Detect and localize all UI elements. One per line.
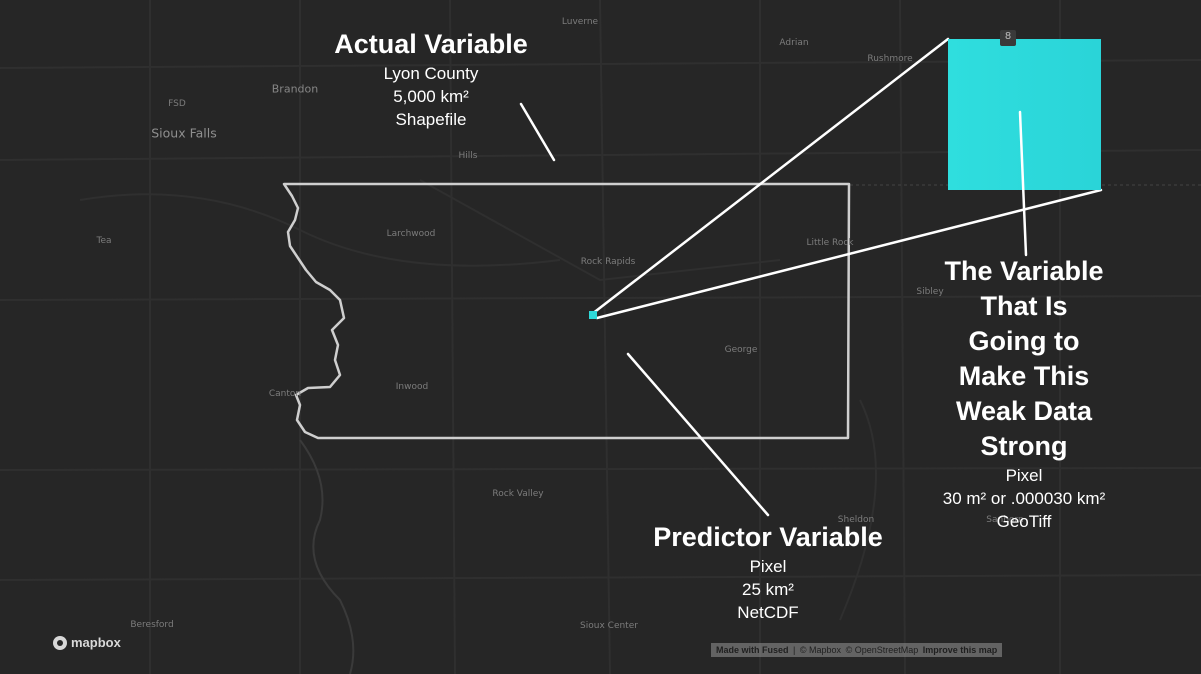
place-label-sibley: Sibley <box>916 287 944 297</box>
place-label-george: George <box>724 345 758 355</box>
zoom-line-top <box>590 37 950 316</box>
actual-variable-format: Shapefile <box>395 110 467 129</box>
predictor-variable-format: NetCDF <box>737 603 799 622</box>
mapbox-logo-text: mapbox <box>71 635 121 650</box>
place-label-rock-rapids: Rock Rapids <box>580 257 636 267</box>
predictor-callout-line <box>626 352 770 517</box>
callout-lines <box>519 37 1103 517</box>
place-label-little-rock: Little Rock <box>806 238 854 248</box>
place-label-sheldon: Sheldon <box>837 515 875 525</box>
actual-variable-title: Actual Variable <box>334 29 528 59</box>
attribution-separator: | <box>793 645 796 655</box>
place-label-beresford: Beresford <box>130 620 174 630</box>
actual-callout-line <box>519 102 556 162</box>
place-label-hills: Hills <box>458 151 478 161</box>
actual-variable-area: 5,000 km² <box>393 87 469 106</box>
fine-variable-title-line2: Going to Make This <box>958 326 1090 391</box>
actual-variable-name: Lyon County <box>383 64 479 83</box>
place-label-sioux-center: Sioux Center <box>580 621 638 631</box>
map-control-badge[interactable]: 8 <box>1000 30 1016 46</box>
place-label-brandon: Brandon <box>271 82 319 96</box>
fine-variable-title-line1: The Variable That Is <box>944 256 1104 321</box>
osm-copyright-link[interactable]: © OpenStreetMap <box>845 645 919 655</box>
zoomed-pixel-swatch <box>948 39 1101 190</box>
predictor-pixel-marker <box>589 311 597 319</box>
mapbox-logo-icon <box>53 635 67 650</box>
map-attribution: Made with Fused | © Mapbox © OpenStreetM… <box>711 643 1003 657</box>
zoom-line-bottom <box>595 188 1103 320</box>
place-label-sanborn: Sanborn <box>986 515 1024 525</box>
predictor-variable-type: Pixel <box>749 557 787 576</box>
mapbox-copyright-link[interactable]: © Mapbox <box>799 645 842 655</box>
place-label-canton: Canton <box>268 389 302 399</box>
fine-variable-type: Pixel <box>1005 466 1043 485</box>
county-boundary <box>282 182 851 440</box>
place-label-sioux-falls: Sioux Falls <box>151 125 217 141</box>
fine-variable-title-line3: Weak Data Strong <box>955 396 1093 461</box>
made-with-fused-link[interactable]: Made with Fused <box>716 645 789 655</box>
place-label-tea: Tea <box>96 236 112 246</box>
place-label-fsd: FSD <box>168 99 186 109</box>
improve-map-link[interactable]: Improve this map <box>922 645 998 655</box>
place-label-inwood: Inwood <box>395 382 429 392</box>
predictor-variable-annotation: Predictor Variable Pixel 25 km² NetCDF <box>653 520 883 624</box>
mapbox-logo[interactable]: mapbox <box>53 635 121 650</box>
actual-variable-annotation: Actual Variable Lyon County 5,000 km² Sh… <box>334 27 528 131</box>
river <box>299 439 355 674</box>
place-label-rushmore: Rushmore <box>867 54 913 64</box>
fine-variable-area: 30 m² or .000030 km² <box>942 489 1106 508</box>
place-label-luverne: Luverne <box>561 17 599 27</box>
place-label-adrian: Adrian <box>779 38 809 48</box>
predictor-variable-area: 25 km² <box>742 580 794 599</box>
fine-variable-format: GeoTiff <box>996 512 1052 531</box>
place-label-larchwood: Larchwood <box>386 229 436 239</box>
fine-variable-annotation: The Variable That Is Going to Make This … <box>936 254 1113 533</box>
predictor-variable-title: Predictor Variable <box>653 522 883 552</box>
place-label-rock-valley: Rock Valley <box>492 489 544 499</box>
